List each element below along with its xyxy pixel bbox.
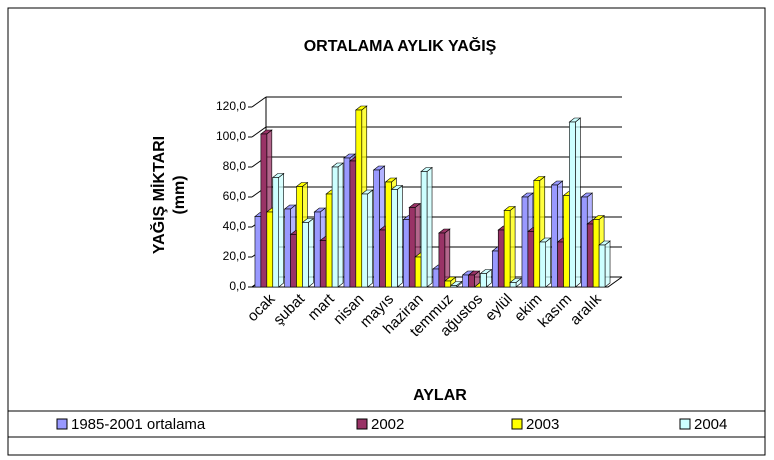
- bar: [563, 195, 570, 288]
- bar-side: [337, 162, 344, 288]
- bar: [420, 171, 428, 288]
- bar: [557, 241, 564, 288]
- bar: [361, 193, 368, 288]
- bar-side: [397, 184, 403, 288]
- y-tick-label: 100,0: [216, 129, 246, 143]
- bar-side: [426, 166, 433, 288]
- bar: [408, 207, 416, 288]
- y-axis-title-line: YAĞIŞ MİKTARI: [149, 136, 168, 254]
- bar: [432, 268, 440, 288]
- bar-side: [509, 205, 516, 288]
- bar: [468, 274, 475, 288]
- bar: [385, 181, 392, 288]
- floor: [252, 276, 623, 288]
- y-tick-label: 60,0: [223, 189, 247, 203]
- legend-swatch: [56, 418, 68, 430]
- grid-diag: [251, 96, 267, 108]
- bar: [349, 160, 357, 288]
- bar: [272, 177, 279, 288]
- bar: [296, 186, 303, 288]
- bar: [533, 180, 541, 288]
- bar: [444, 280, 452, 288]
- bar: [480, 273, 487, 288]
- bar: [586, 223, 594, 288]
- bar: [313, 211, 321, 288]
- legend-swatch: [511, 418, 523, 430]
- bar: [497, 229, 505, 288]
- bar: [254, 216, 262, 288]
- bar: [302, 222, 309, 288]
- bar: [319, 240, 327, 288]
- grid-diag: [251, 126, 267, 138]
- bar: [284, 208, 291, 288]
- legend-label: 1985-2001 ortalama: [71, 416, 206, 433]
- y-tick-label: 20,0: [223, 249, 247, 263]
- bar: [373, 169, 380, 288]
- bar: [598, 244, 606, 288]
- bar: [503, 210, 511, 288]
- bar: [521, 196, 529, 288]
- bar: [539, 241, 546, 288]
- chart-title: ORTALAMA AYLIK YAĞIŞ: [304, 36, 497, 55]
- legend-box: [7, 410, 766, 438]
- bar: [527, 231, 535, 288]
- bar: [414, 256, 422, 288]
- y-tick-label: 120,0: [216, 99, 246, 113]
- legend-label: 2002: [371, 416, 404, 433]
- y-axis-title-line: (mm): [171, 175, 188, 214]
- legend-swatch: [356, 418, 368, 430]
- bar-side: [545, 237, 552, 288]
- bar: [391, 189, 398, 288]
- x-axis-title: AYLAR: [413, 387, 467, 404]
- y-tick-label: 80,0: [223, 159, 247, 173]
- bar: [491, 250, 499, 288]
- bar: [402, 219, 410, 288]
- bar-side: [308, 217, 314, 288]
- bar: [580, 196, 588, 288]
- bar: [551, 184, 558, 288]
- bar: [592, 219, 600, 288]
- bar: [450, 285, 457, 288]
- bar-side: [575, 117, 581, 288]
- bar: [355, 109, 363, 288]
- legend-swatch: [679, 418, 691, 430]
- y-axis-title: YAĞIŞ MİKTARI (mm): [149, 136, 188, 254]
- bar: [325, 193, 333, 288]
- bar: [290, 234, 297, 288]
- bar-side: [278, 172, 285, 288]
- y-tick-label: 40,0: [223, 219, 247, 233]
- bar: [569, 121, 576, 288]
- y-tick-label: 0,0: [229, 279, 246, 293]
- bar: [379, 229, 386, 288]
- legend-label: 2003: [526, 416, 559, 433]
- bar-side: [604, 240, 611, 288]
- legend-label: 2004: [694, 416, 727, 433]
- bar: [266, 211, 274, 288]
- bar: [343, 157, 351, 288]
- bar: [462, 274, 469, 288]
- bar: [438, 232, 446, 288]
- bar: [331, 166, 339, 288]
- bar: [260, 133, 268, 288]
- bar: [509, 282, 517, 288]
- bar-side: [367, 189, 374, 288]
